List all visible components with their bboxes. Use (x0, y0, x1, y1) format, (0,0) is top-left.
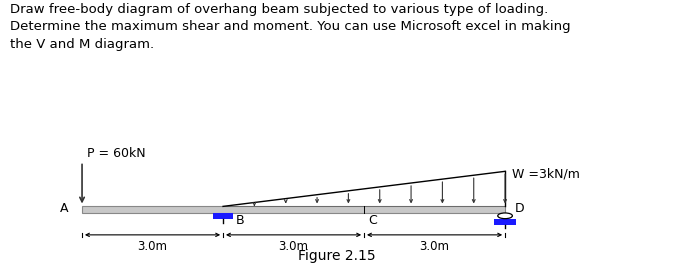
Polygon shape (82, 206, 505, 213)
Text: 3.0m: 3.0m (419, 240, 450, 253)
Text: 3.0m: 3.0m (279, 240, 308, 253)
Text: A: A (59, 202, 68, 215)
Text: C: C (369, 214, 378, 227)
Text: Figure 2.15: Figure 2.15 (297, 249, 376, 263)
Text: 3.0m: 3.0m (137, 240, 168, 253)
Bar (495, 219, 516, 225)
Bar (213, 213, 233, 219)
Text: P = 60kN: P = 60kN (87, 147, 145, 160)
Text: B: B (236, 214, 244, 227)
Text: W =3kN/m: W =3kN/m (512, 167, 579, 180)
Circle shape (498, 213, 512, 219)
Text: Draw free-body diagram of overhang beam subjected to various type of loading.
De: Draw free-body diagram of overhang beam … (10, 3, 571, 51)
Text: D: D (516, 202, 525, 215)
